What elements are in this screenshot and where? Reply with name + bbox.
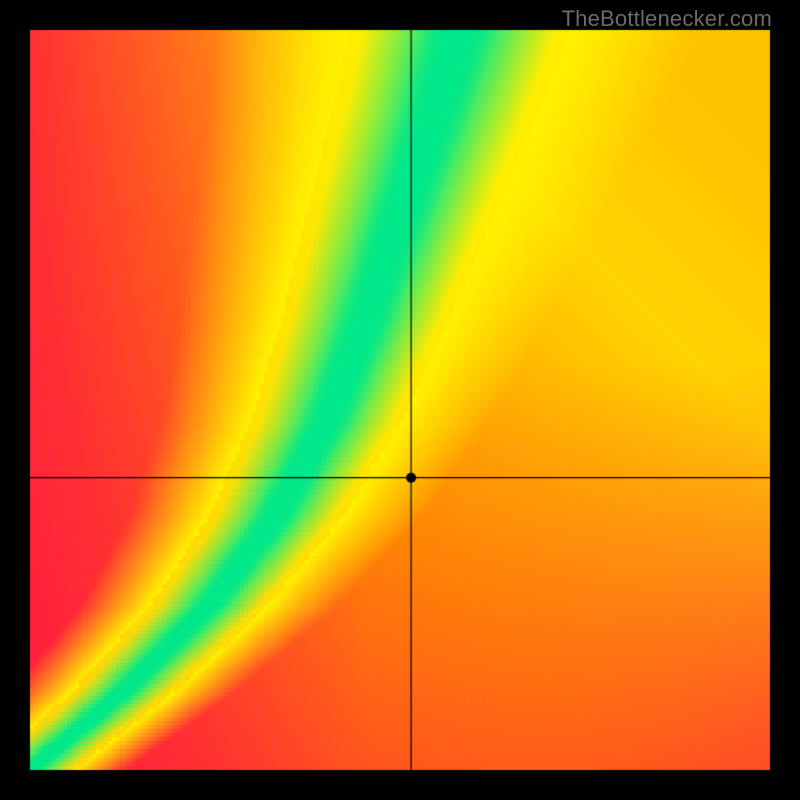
bottleneck-heatmap-canvas	[0, 0, 800, 800]
chart-root: TheBottlenecker.com	[0, 0, 800, 800]
watermark-text: TheBottlenecker.com	[562, 6, 772, 32]
